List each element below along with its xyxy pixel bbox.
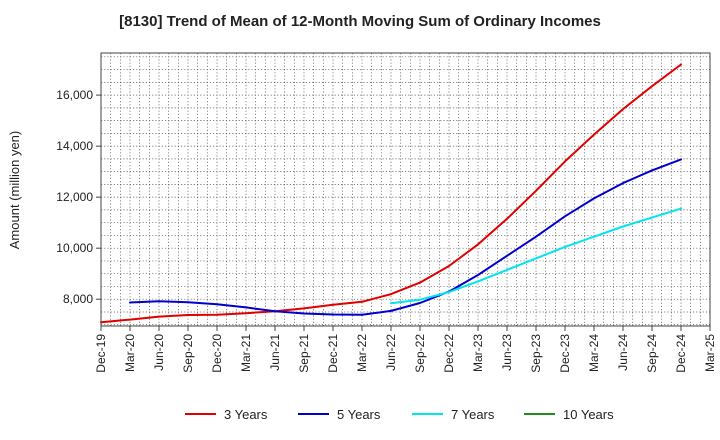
legend-label-3-years: 3 Years	[224, 407, 268, 422]
x-tick-label: Mar-24	[587, 334, 601, 372]
series-group	[100, 63, 682, 324]
x-tick-label: Dec-22	[442, 334, 456, 373]
x-tick-label: Dec-24	[674, 334, 688, 373]
y-tick-label: 10,000	[56, 241, 93, 255]
x-tick-label: Sep-24	[645, 334, 659, 373]
y-axis-label: Amount (million yen)	[7, 131, 22, 250]
plot-area-frame	[100, 52, 711, 327]
x-tick-label: Mar-21	[239, 334, 253, 372]
legend: 3 Years 5 Years 7 Years 10 Years	[185, 407, 614, 422]
x-tick-label: Dec-19	[94, 334, 108, 373]
x-tick-label: Dec-20	[210, 334, 224, 373]
x-tick-label: Sep-22	[413, 334, 427, 373]
x-tick-label: Dec-23	[558, 334, 572, 373]
x-tick-label: Jun-21	[268, 334, 282, 371]
x-tick-label: Mar-22	[355, 334, 369, 372]
x-tick-label: Mar-25	[703, 334, 717, 372]
series-line-3-years	[100, 63, 682, 324]
legend-label-7-years: 7 Years	[451, 407, 495, 422]
x-tick-label: Jun-24	[616, 334, 630, 371]
x-tick-label: Sep-21	[297, 334, 311, 373]
legend-label-10-years: 10 Years	[563, 407, 614, 422]
series-line-5-years	[129, 158, 682, 316]
x-tick-label: Dec-21	[326, 334, 340, 373]
x-tick-label: Sep-20	[181, 334, 195, 373]
legend-label-5-years: 5 Years	[337, 407, 381, 422]
x-tick-label: Mar-23	[471, 334, 485, 372]
x-tick-label: Mar-20	[123, 334, 137, 372]
y-tick-label: 12,000	[56, 190, 93, 204]
y-tick-label: 16,000	[56, 88, 93, 102]
x-tick-label: Jun-20	[152, 334, 166, 371]
x-tick-label: Jun-22	[384, 334, 398, 371]
x-tick-label: Jun-23	[500, 334, 514, 371]
x-tick-label: Sep-23	[529, 334, 543, 373]
x-axis: Dec-19 Mar-20 Jun-20 Sep-20 Dec-20 Mar-21 Jun-…	[94, 326, 717, 373]
series-line-7-years	[390, 207, 682, 305]
y-tick-label: 14,000	[56, 139, 93, 153]
y-tick-label: 8,000	[63, 292, 93, 306]
y-axis: 8,000 10,000 12,000 14,000 16,000	[56, 88, 101, 306]
chart-title: [8130] Trend of Mean of 12-Month Moving …	[119, 13, 601, 30]
grid	[101, 53, 710, 326]
